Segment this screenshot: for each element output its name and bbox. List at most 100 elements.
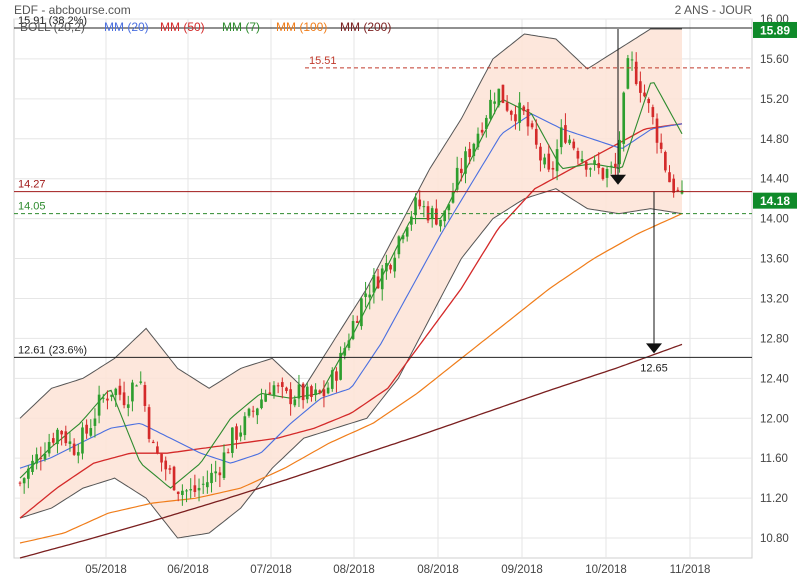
- candle-body: [110, 394, 113, 397]
- legend-item: BOLL (20,2): [20, 20, 85, 34]
- candle: [655, 113, 659, 154]
- candle-body: [76, 452, 80, 456]
- price-badge-text: 14.18: [760, 194, 790, 208]
- candle-body: [668, 172, 671, 183]
- candle-body: [368, 294, 372, 298]
- candle-body: [643, 92, 646, 97]
- candle-body: [509, 110, 513, 115]
- candle-body: [539, 146, 542, 161]
- candle-body: [564, 125, 567, 143]
- legend-item: MM (7): [222, 20, 260, 34]
- candle-body: [114, 388, 118, 396]
- candle-body: [372, 274, 376, 293]
- candle-body: [589, 168, 592, 170]
- candle: [584, 160, 588, 177]
- candle-body: [239, 432, 242, 437]
- candle: [176, 491, 180, 502]
- candle-body: [480, 129, 484, 133]
- candle: [476, 127, 480, 151]
- candle: [380, 264, 384, 301]
- candle: [534, 119, 538, 149]
- candle-body: [22, 478, 26, 484]
- candle: [135, 384, 138, 387]
- candle-body: [601, 168, 605, 180]
- candle-body: [405, 227, 409, 237]
- x-tick-label: 11/2018: [670, 564, 711, 576]
- candle: [314, 383, 317, 402]
- candle-body: [443, 210, 447, 222]
- bollinger-lower-line: [19, 188, 683, 539]
- candle-body: [634, 61, 638, 84]
- candle-body: [551, 167, 555, 170]
- candle-body: [235, 426, 238, 440]
- y-tick-label: 12.40: [760, 373, 789, 385]
- candle: [72, 438, 76, 456]
- price-badge-bg: [753, 21, 797, 38]
- candle-body: [118, 385, 122, 395]
- candle-body: [651, 107, 655, 118]
- y-tick-label: 12.00: [760, 413, 789, 425]
- candle: [239, 425, 242, 442]
- price-badge-bg: [753, 192, 797, 209]
- candle: [293, 395, 297, 408]
- candle: [547, 144, 551, 173]
- candle: [522, 104, 526, 115]
- candle: [397, 235, 401, 259]
- candle-body: [226, 452, 230, 454]
- candle-body: [97, 394, 101, 416]
- candle: [355, 315, 359, 323]
- candle: [189, 478, 193, 499]
- candle: [276, 382, 280, 394]
- candle-body: [47, 441, 51, 454]
- candle-body: [622, 92, 626, 144]
- candle-body: [522, 106, 526, 112]
- candle: [639, 71, 642, 103]
- candle: [226, 448, 230, 454]
- candle-body: [418, 199, 422, 207]
- y-tick-label: 13.60: [760, 254, 789, 266]
- candle-body: [131, 382, 134, 402]
- candle-body: [305, 386, 309, 400]
- candle: [468, 142, 471, 165]
- candle: [451, 182, 455, 204]
- candle-body: [156, 446, 159, 454]
- candle: [393, 251, 397, 278]
- candle: [56, 427, 59, 454]
- candle-body: [497, 88, 501, 106]
- candle: [447, 204, 451, 220]
- candle-body: [60, 430, 63, 435]
- candle: [630, 51, 634, 71]
- candle: [339, 346, 342, 381]
- candle-body: [268, 392, 272, 395]
- candle-body: [572, 141, 576, 149]
- price-badge: 15.89: [753, 21, 797, 38]
- candle-body: [260, 399, 263, 409]
- moving-averages: [19, 82, 683, 559]
- candle: [255, 407, 259, 425]
- candle-body: [301, 383, 305, 401]
- candle: [143, 381, 147, 412]
- x-tick-label: 06/2018: [167, 564, 209, 576]
- candle-body: [435, 208, 438, 225]
- candle: [589, 167, 592, 177]
- level-label: 14.27: [18, 179, 46, 191]
- candle-body: [18, 482, 22, 484]
- legend-item: MM (50): [160, 20, 205, 34]
- candle-body: [484, 117, 488, 129]
- candle: [668, 165, 671, 183]
- candle: [572, 138, 576, 151]
- price-badge: 14.18: [753, 192, 797, 209]
- candle-body: [559, 127, 563, 148]
- candle: [647, 97, 651, 113]
- candle: [31, 454, 34, 475]
- candle-body: [189, 489, 193, 491]
- candle: [147, 404, 151, 443]
- candle: [418, 190, 422, 210]
- candle-body: [272, 385, 276, 396]
- candle: [576, 147, 580, 165]
- candle: [335, 367, 338, 393]
- candle-body: [472, 143, 476, 157]
- candle: [206, 470, 209, 494]
- candle: [414, 193, 417, 225]
- candle: [539, 142, 542, 172]
